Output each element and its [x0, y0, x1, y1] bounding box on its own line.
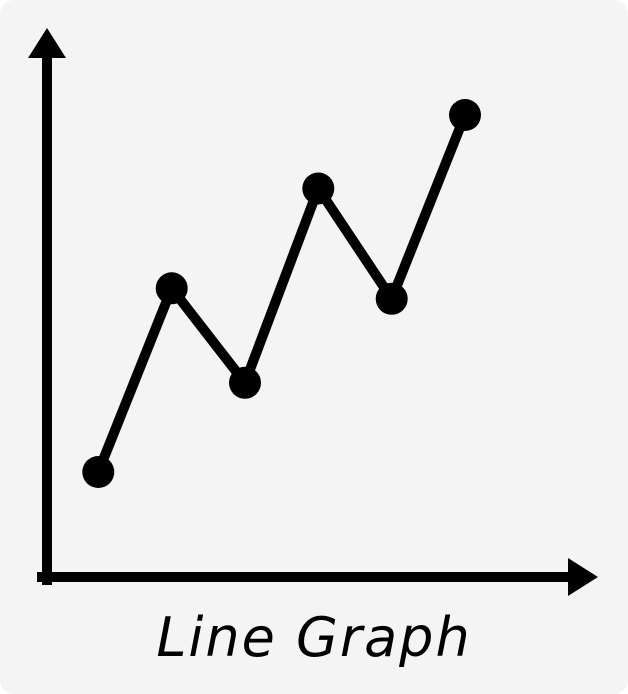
data-point-1 — [82, 456, 115, 488]
chart-title: Line Graph — [156, 606, 472, 669]
data-point-5 — [375, 282, 408, 315]
data-point-4 — [302, 172, 335, 205]
data-point-2 — [155, 272, 188, 305]
x-axis-arrowhead — [568, 558, 598, 596]
chart-axes — [28, 28, 598, 596]
y-axis-arrowhead — [28, 28, 66, 58]
data-point-3 — [229, 366, 261, 399]
data-point-6 — [449, 99, 481, 131]
series-line — [93, 110, 470, 477]
series-layer — [82, 99, 481, 488]
